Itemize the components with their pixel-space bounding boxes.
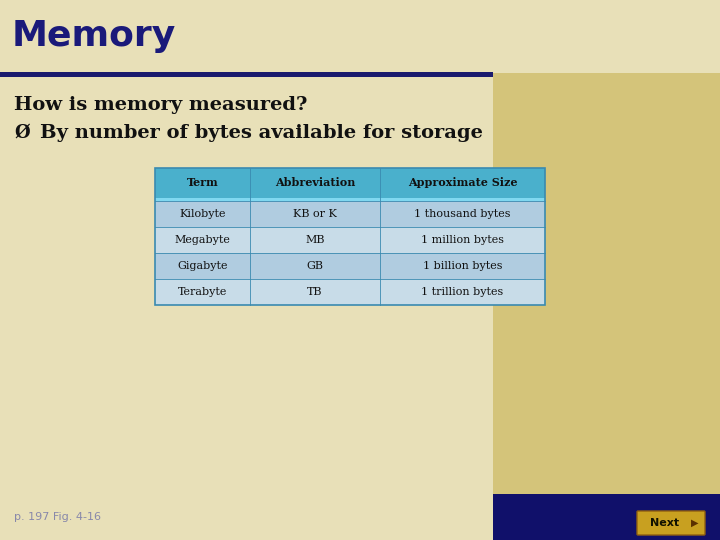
Text: TB: TB [307, 287, 323, 297]
Bar [155, 198, 545, 201]
Bar [0, 0, 493, 494]
Text: 1 thousand bytes: 1 thousand bytes [414, 209, 510, 219]
Bar [155, 227, 545, 253]
Bar [155, 253, 545, 279]
Bar [155, 168, 545, 305]
Bar [0, 0, 720, 73]
Text: Terabyte: Terabyte [178, 287, 228, 297]
Text: Abbreviation: Abbreviation [275, 178, 355, 188]
Text: Next: Next [650, 518, 680, 528]
Text: Megabyte: Megabyte [174, 235, 230, 245]
Bar [0, 72, 493, 77]
Bar [155, 201, 545, 227]
Bar [155, 279, 545, 305]
Text: GB: GB [307, 261, 323, 271]
Text: MB: MB [305, 235, 325, 245]
Text: KB or K: KB or K [293, 209, 337, 219]
Bar [155, 168, 545, 198]
Text: Gigabyte: Gigabyte [177, 261, 228, 271]
Text: Kilobyte: Kilobyte [179, 209, 226, 219]
Text: 1 billion bytes: 1 billion bytes [423, 261, 503, 271]
Text: By number of bytes available for storage: By number of bytes available for storage [40, 124, 483, 142]
Bar [493, 0, 720, 494]
Text: 1 trillion bytes: 1 trillion bytes [421, 287, 503, 297]
Text: p. 197 Fig. 4-16: p. 197 Fig. 4-16 [14, 512, 101, 522]
Bar [0, 494, 493, 540]
Text: 1 million bytes: 1 million bytes [421, 235, 504, 245]
Text: Term: Term [186, 178, 218, 188]
Text: Approximate Size: Approximate Size [408, 178, 517, 188]
Text: Ø: Ø [14, 124, 30, 142]
Text: Memory: Memory [12, 19, 176, 53]
FancyBboxPatch shape [637, 511, 705, 535]
Text: How is memory measured?: How is memory measured? [14, 96, 307, 114]
Text: ▶: ▶ [691, 518, 698, 528]
Bar [0, 494, 720, 540]
